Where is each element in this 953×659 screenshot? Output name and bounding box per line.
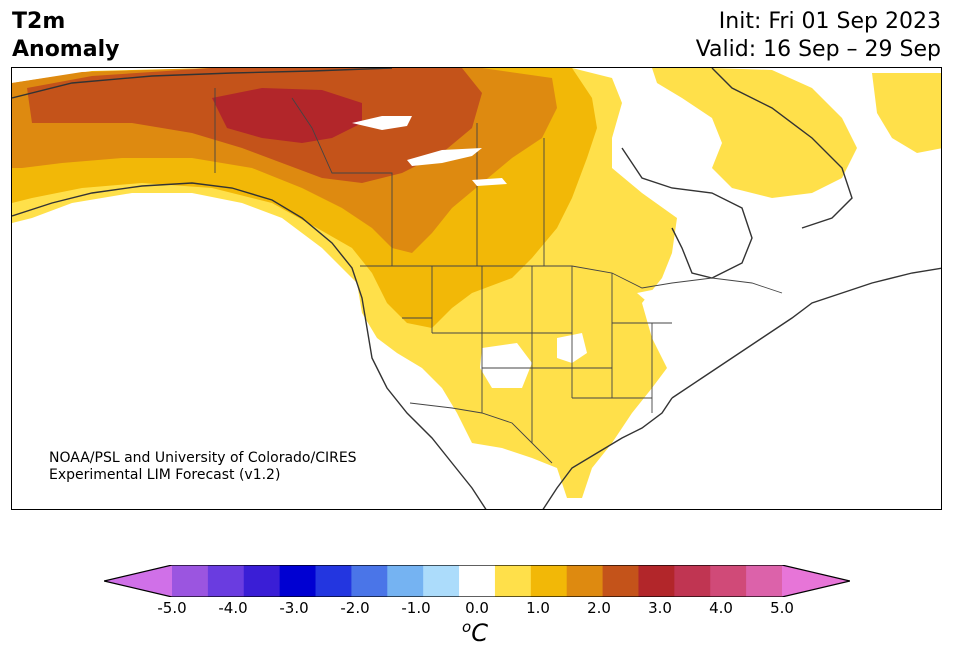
colorbar-tick-label: 1.0 bbox=[526, 599, 550, 617]
valid-range: Valid: 16 Sep – 29 Sep bbox=[696, 36, 941, 64]
colorbar-extend-high bbox=[782, 565, 850, 597]
colorbar-tick-label: -5.0 bbox=[157, 599, 186, 617]
credit-model: Experimental LIM Forecast (v1.2) bbox=[49, 467, 357, 484]
colorbar-segment bbox=[244, 565, 280, 597]
colorbar-segment bbox=[351, 565, 387, 597]
credit-block: NOAA/PSL and University of Colorado/CIRE… bbox=[49, 450, 357, 484]
colorbar-extend-low bbox=[104, 565, 172, 597]
colorbar-segment bbox=[423, 565, 459, 597]
colorbar-tick-label: -1.0 bbox=[401, 599, 430, 617]
colorbar-segment bbox=[710, 565, 746, 597]
colorbar-tick-label: -2.0 bbox=[340, 599, 369, 617]
units-superscript: o bbox=[462, 618, 471, 636]
units-label: oC bbox=[462, 618, 488, 647]
colorbar-segment bbox=[316, 565, 352, 597]
date-block: Init: Fri 01 Sep 2023 Valid: 16 Sep – 29… bbox=[696, 8, 941, 64]
colorbar-tick-label: 3.0 bbox=[648, 599, 672, 617]
colorbar-segment bbox=[638, 565, 674, 597]
colorbar-segment bbox=[459, 565, 495, 597]
colorbar-tick-label: 5.0 bbox=[770, 599, 794, 617]
variable-title: T2m bbox=[12, 8, 119, 36]
colorbar-segment bbox=[172, 565, 208, 597]
colorbar-segment bbox=[674, 565, 710, 597]
title-block: T2m Anomaly bbox=[12, 8, 119, 64]
colorbar-segment bbox=[495, 565, 531, 597]
anomaly-map bbox=[12, 68, 942, 510]
colorbar-segment bbox=[746, 565, 782, 597]
colorbar-segment bbox=[208, 565, 244, 597]
colorbar-segment bbox=[387, 565, 423, 597]
colorbar bbox=[104, 565, 850, 597]
map-panel bbox=[11, 67, 942, 510]
colorbar-segment bbox=[567, 565, 603, 597]
colorbar-tick-label: -4.0 bbox=[218, 599, 247, 617]
anomaly-subtitle: Anomaly bbox=[12, 36, 119, 64]
colorbar-tick-label: 4.0 bbox=[709, 599, 733, 617]
colorbar-segment bbox=[603, 565, 639, 597]
credit-org: NOAA/PSL and University of Colorado/CIRE… bbox=[49, 450, 357, 467]
colorbar-segment bbox=[280, 565, 316, 597]
colorbar-tick-label: 2.0 bbox=[587, 599, 611, 617]
units-base: C bbox=[471, 619, 488, 647]
colorbar-segment bbox=[531, 565, 567, 597]
colorbar-tick-label: -3.0 bbox=[279, 599, 308, 617]
init-date: Init: Fri 01 Sep 2023 bbox=[696, 8, 941, 36]
colorbar-tick-label: 0.0 bbox=[465, 599, 489, 617]
